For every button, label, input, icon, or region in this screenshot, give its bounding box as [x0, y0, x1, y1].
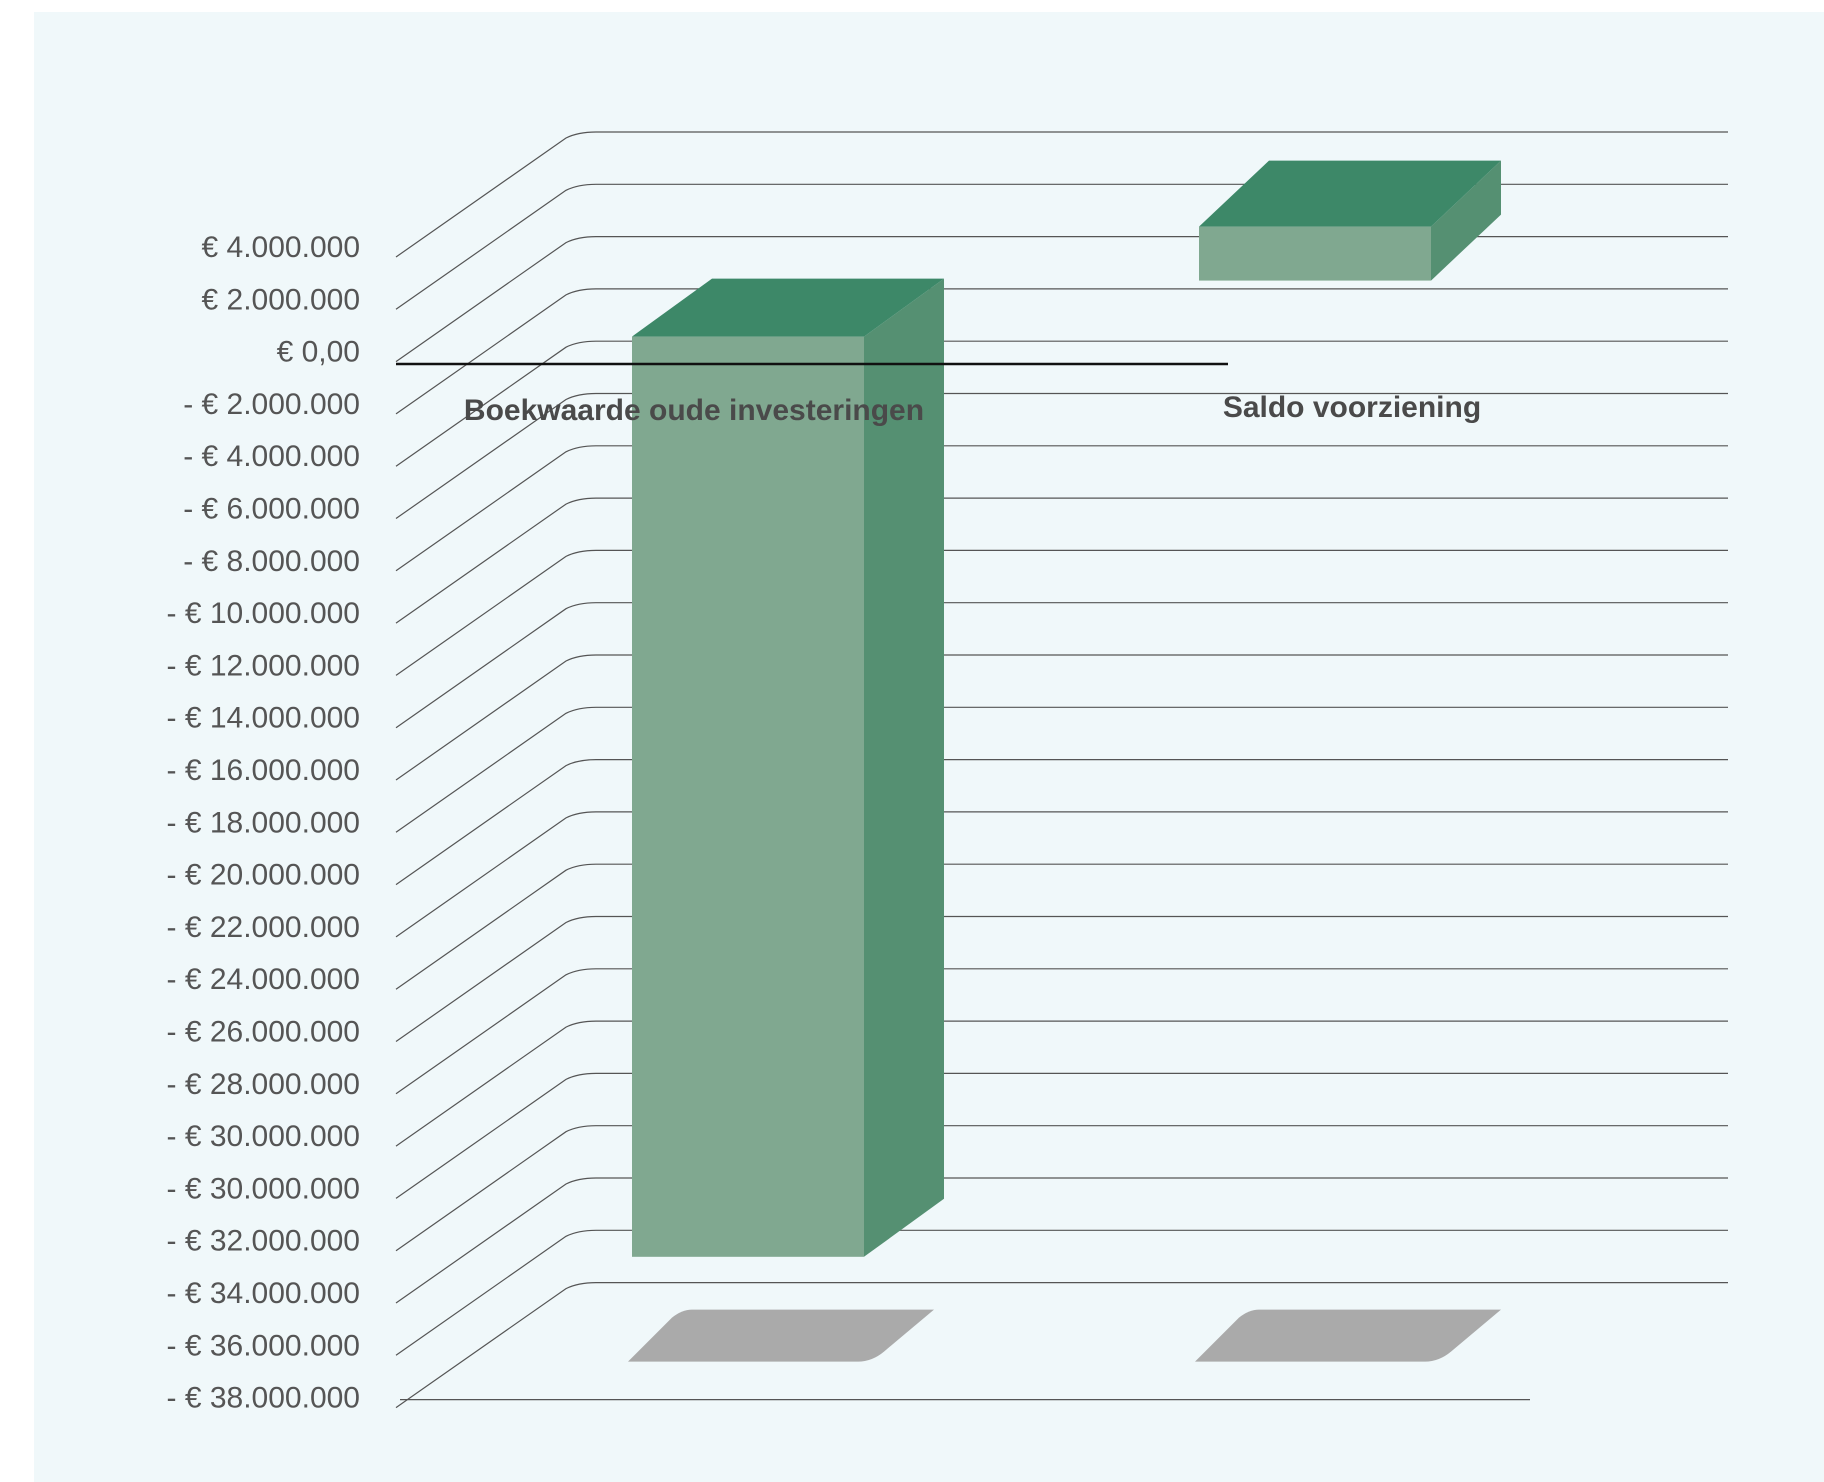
y-tick-label: - € 28.000.000 — [167, 1068, 361, 1101]
y-tick-label: - € 6.000.000 — [183, 493, 360, 526]
y-tick-label: - € 10.000.000 — [167, 597, 361, 630]
grid-line — [395, 915, 1728, 1042]
grid-line — [395, 811, 1728, 938]
y-tick-label: - € 8.000.000 — [183, 545, 360, 578]
grid-line — [395, 759, 1728, 886]
bar-layer — [632, 160, 1501, 1257]
bar-shadow — [628, 1309, 934, 1362]
grid-line — [395, 183, 1728, 310]
bar-top — [632, 278, 944, 337]
bar-side — [1431, 160, 1501, 281]
grid-line — [395, 1282, 1728, 1409]
grid-line — [395, 968, 1728, 1095]
y-tick-label: € 4.000.000 — [202, 231, 360, 264]
bar-front — [1199, 226, 1431, 281]
bar-side — [864, 278, 944, 1257]
y-tick-label: - € 18.000.000 — [167, 806, 361, 839]
y-tick-label: € 0,00 — [277, 336, 360, 369]
category-label: Saldo voorziening — [1223, 391, 1481, 424]
grid-line — [395, 340, 1728, 467]
y-tick-label: - € 4.000.000 — [183, 440, 360, 473]
y-tick-label: - € 34.000.000 — [167, 1277, 361, 1310]
chart-panel: € 4.000.000 € 2.000.000 € 0,00 - € 2.000.00… — [34, 12, 1824, 1482]
y-tick-label: - € 12.000.000 — [167, 649, 361, 682]
bar-front — [632, 336, 864, 1257]
bar-shadow — [1195, 1309, 1501, 1362]
y-tick-label: - € 30.000.000 — [167, 1172, 361, 1205]
y-tick-label: - € 30.000.000 — [167, 1120, 361, 1153]
y-tick-label: - € 36.000.000 — [167, 1329, 361, 1362]
y-tick-label: - € 24.000.000 — [167, 963, 361, 996]
y-tick-label: - € 32.000.000 — [167, 1225, 361, 1258]
grid-line — [395, 445, 1728, 572]
grid-line — [395, 706, 1728, 833]
grid-line — [395, 863, 1728, 990]
chart-svg: € 4.000.000 € 2.000.000 € 0,00 - € 2.000.00… — [167, 131, 1728, 1415]
y-tick-label: - € 26.000.000 — [167, 1016, 361, 1049]
category-label: Boekwaarde oude investeringen — [464, 394, 924, 427]
y-tick-label: - € 22.000.000 — [167, 911, 361, 944]
grid-line — [395, 131, 1728, 258]
y-tick-label: € 2.000.000 — [202, 283, 360, 316]
grid-line — [395, 602, 1728, 729]
y-tick-label: - € 16.000.000 — [167, 754, 361, 787]
grid-line — [395, 392, 1728, 519]
grid-line — [395, 1020, 1728, 1147]
y-tick-label: - € 2.000.000 — [183, 388, 360, 421]
label-layer: € 4.000.000 € 2.000.000 € 0,00 - € 2.000.00… — [167, 231, 1482, 1415]
grid-line — [395, 288, 1728, 415]
shadow-layer — [628, 1309, 1501, 1362]
grid-line — [395, 549, 1728, 676]
grid-line — [395, 1072, 1728, 1199]
grid-line — [395, 1125, 1728, 1252]
bar-top — [1199, 160, 1501, 227]
grid-layer — [395, 131, 1728, 1409]
y-tick-label: - € 38.000.000 — [167, 1382, 361, 1415]
y-tick-label: - € 20.000.000 — [167, 859, 361, 892]
y-tick-label: - € 14.000.000 — [167, 702, 361, 735]
grid-line — [395, 497, 1728, 624]
grid-line — [395, 236, 1728, 363]
grid-line — [395, 1229, 1728, 1356]
grid-line — [395, 1177, 1728, 1304]
grid-line — [395, 654, 1728, 781]
